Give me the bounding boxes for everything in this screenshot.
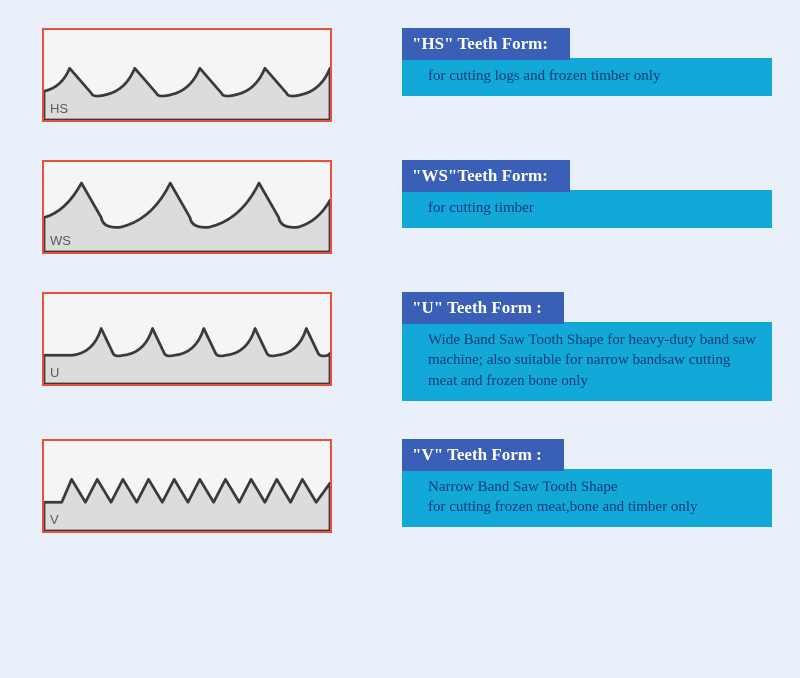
ws-description: "WS"Teeth Form:for cutting timber [402, 160, 772, 228]
ws-teeth-label: WS [50, 233, 71, 248]
v-description: "V" Teeth Form :Narrow Band Saw Tooth Sh… [402, 439, 772, 528]
teeth-form-row-u: U "U" Teeth Form :Wide Band Saw Tooth Sha… [42, 292, 772, 401]
v-title: "V" Teeth Form : [402, 439, 564, 471]
u-teeth-diagram: U [42, 292, 332, 386]
u-title: "U" Teeth Form : [402, 292, 564, 324]
u-teeth-label: U [50, 365, 59, 380]
ws-body: for cutting timber [402, 190, 772, 228]
u-body: Wide Band Saw Tooth Shape for heavy-duty… [402, 322, 772, 401]
hs-teeth-diagram: HS [42, 28, 332, 122]
hs-title: "HS" Teeth Form: [402, 28, 570, 60]
hs-teeth-label: HS [50, 101, 68, 116]
v-teeth-diagram: V [42, 439, 332, 533]
teeth-form-row-v: V "V" Teeth Form :Narrow Band Saw Tooth S… [42, 439, 772, 533]
hs-description: "HS" Teeth Form:for cutting logs and fro… [402, 28, 772, 96]
u-description: "U" Teeth Form :Wide Band Saw Tooth Shap… [402, 292, 772, 401]
v-teeth-label: V [50, 512, 59, 527]
v-body: Narrow Band Saw Tooth Shape for cutting … [402, 469, 772, 528]
teeth-form-row-ws: WS "WS"Teeth Form:for cutting timber [42, 160, 772, 254]
teeth-form-row-hs: HS "HS" Teeth Form:for cutting logs and f… [42, 28, 772, 122]
hs-body: for cutting logs and frozen timber only [402, 58, 772, 96]
ws-title: "WS"Teeth Form: [402, 160, 570, 192]
ws-teeth-diagram: WS [42, 160, 332, 254]
